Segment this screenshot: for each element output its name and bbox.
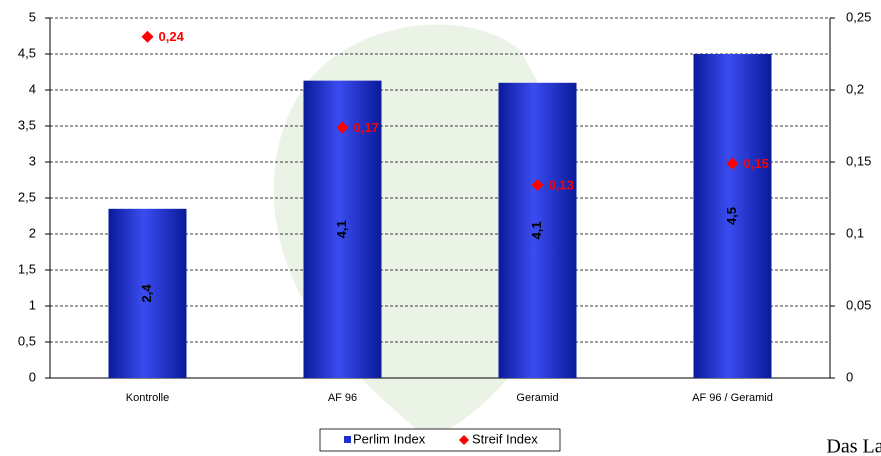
y-tick-label: 0 bbox=[29, 369, 36, 384]
y-tick-label: 4 bbox=[29, 81, 36, 96]
y2-tick-label: 0,15 bbox=[846, 153, 871, 168]
y-tick-label: 1 bbox=[29, 297, 36, 312]
marker-value-label: 0,17 bbox=[354, 120, 379, 135]
x-tick-label: AF 96 / Geramid bbox=[692, 392, 773, 404]
y-tick-label: 2,5 bbox=[18, 189, 36, 204]
legend-swatch bbox=[459, 435, 469, 445]
marker bbox=[141, 30, 154, 43]
y2-tick-label: 0,05 bbox=[846, 297, 871, 312]
y2-tick-label: 0,2 bbox=[846, 81, 864, 96]
legend-label: Perlim Index bbox=[353, 431, 426, 446]
marker-value-label: 0,13 bbox=[549, 177, 574, 192]
bar bbox=[693, 54, 772, 378]
marker-value-label: 0,15 bbox=[744, 156, 769, 171]
marker bbox=[336, 121, 349, 134]
y-tick-label: 3 bbox=[29, 153, 36, 168]
y-tick-label: 5 bbox=[29, 9, 36, 24]
x-tick-label: Geramid bbox=[516, 392, 558, 404]
bar bbox=[498, 82, 577, 379]
y-tick-label: 2 bbox=[29, 225, 36, 240]
y2-tick-label: 0 bbox=[846, 369, 853, 384]
bar-value-label: 2,4 bbox=[139, 284, 154, 303]
legend-label: Streif Index bbox=[472, 431, 538, 446]
y2-tick-label: 0,25 bbox=[846, 9, 871, 24]
y-tick-label: 1,5 bbox=[18, 261, 36, 276]
bar-value-label: 4,1 bbox=[529, 221, 544, 239]
legend-swatch bbox=[344, 436, 351, 443]
y2-tick-label: 0,1 bbox=[846, 225, 864, 240]
legend-box bbox=[319, 428, 561, 452]
marker-value-label: 0,24 bbox=[159, 29, 185, 44]
bar-value-label: 4,1 bbox=[334, 220, 349, 238]
y-tick-label: 3,5 bbox=[18, 117, 36, 132]
marker bbox=[726, 157, 739, 170]
y-tick-label: 4,5 bbox=[18, 45, 36, 60]
x-tick-label: Kontrolle bbox=[126, 392, 169, 404]
x-tick-label: AF 96 bbox=[328, 392, 357, 404]
marker bbox=[531, 179, 544, 192]
logo-text: Das Lau bbox=[826, 436, 881, 456]
bar bbox=[108, 208, 187, 378]
bar-value-label: 4,5 bbox=[724, 207, 739, 225]
y-tick-label: 0,5 bbox=[18, 333, 36, 348]
